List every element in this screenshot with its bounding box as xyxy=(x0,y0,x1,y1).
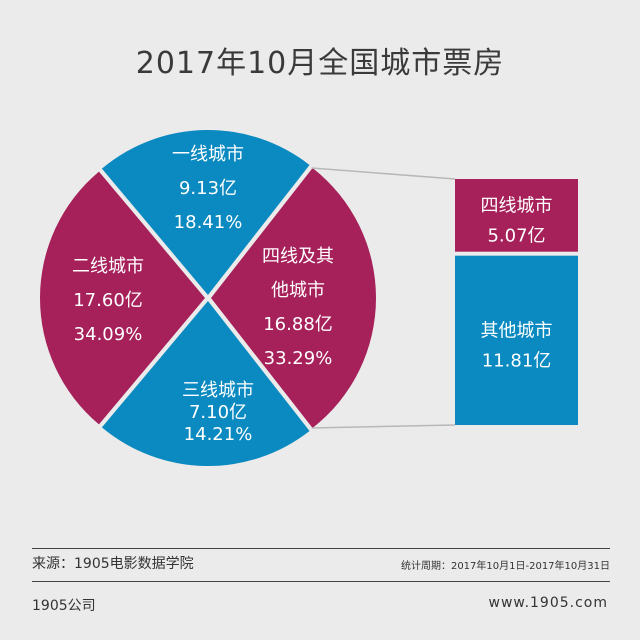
chart-title: 2017年10月全国城市票房 xyxy=(135,46,505,81)
breakdown-value: 5.07亿 xyxy=(487,225,545,246)
slice-label: 34.09% xyxy=(74,324,143,345)
slice-label: 9.13亿 xyxy=(179,178,237,199)
website-link[interactable]: www.1905.com xyxy=(488,595,608,611)
breakdown-label: 其他城市 xyxy=(481,320,553,341)
slice-label: 他城市 xyxy=(271,280,325,301)
slice-label: 16.88亿 xyxy=(263,314,333,335)
footer-divider-middle xyxy=(32,581,610,582)
pie-slice xyxy=(101,130,310,296)
source-note: 来源：1905电影数据学院 xyxy=(32,556,194,572)
slice-label: 四线及其 xyxy=(262,246,334,267)
footer-divider-top xyxy=(32,548,610,549)
breakdown-value: 11.81亿 xyxy=(482,350,552,371)
slice-label: 17.60亿 xyxy=(73,290,143,311)
breakdown-label: 四线城市 xyxy=(481,195,553,216)
slice-label: 一线城市 xyxy=(172,144,244,165)
slice-label: 18.41% xyxy=(174,212,243,233)
pie-slice xyxy=(211,167,376,429)
slice-label: 三线城市 xyxy=(182,380,254,401)
slice-label: 14.21% xyxy=(184,424,253,445)
connector-line xyxy=(311,167,456,180)
pie-slice xyxy=(101,300,310,466)
company-name: 1905公司 xyxy=(32,598,96,614)
breakdown-segment xyxy=(455,179,578,252)
connector-line xyxy=(311,424,456,429)
slice-label: 33.29% xyxy=(264,348,333,369)
slice-label: 二线城市 xyxy=(72,256,144,277)
pie-slice xyxy=(39,171,206,425)
breakdown-segment xyxy=(455,255,578,425)
slice-label: 7.10亿 xyxy=(189,402,247,423)
period-note: 统计周期：2017年10月1日-2017年10月31日 xyxy=(400,561,610,572)
